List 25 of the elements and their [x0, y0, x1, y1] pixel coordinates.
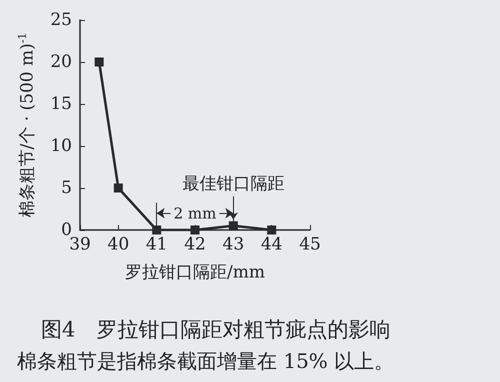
annotation: 最佳钳口隔距 [182, 174, 284, 194]
point [190, 226, 200, 234]
point [94, 58, 104, 66]
x-tick-label: 39 [69, 234, 91, 254]
y-axis-title: 棉条粗节/个 · (500 m)-1 [16, 32, 38, 218]
y-tick-label: 10 [50, 136, 72, 156]
x-axis-title: 罗拉钳口隔距/mm [125, 262, 265, 282]
x-tick-label: 41 [146, 234, 168, 254]
annotation: 2 mm [174, 204, 216, 223]
x-tick-label: 42 [184, 234, 206, 254]
point [114, 184, 123, 192]
x-tick-label: 40 [108, 234, 130, 254]
y-tick-label: 15 [50, 94, 72, 114]
y-tick-label: 5 [61, 178, 72, 198]
text: 图4 罗拉钳口隔距对粗节疵点的影响 [41, 318, 390, 342]
x-tick-label: 44 [260, 234, 282, 254]
point [152, 226, 162, 234]
x-tick-label: 45 [299, 234, 321, 254]
point [228, 221, 238, 230]
y-tick-label: 25 [50, 10, 72, 30]
y-tick-label: 20 [50, 52, 72, 72]
x-tick-label: 43 [222, 234, 244, 254]
point [267, 226, 276, 234]
text: 棉条粗节是指棉条截面增量在 15% 以上。 [17, 349, 394, 373]
y-tick-label: 0 [61, 220, 72, 240]
